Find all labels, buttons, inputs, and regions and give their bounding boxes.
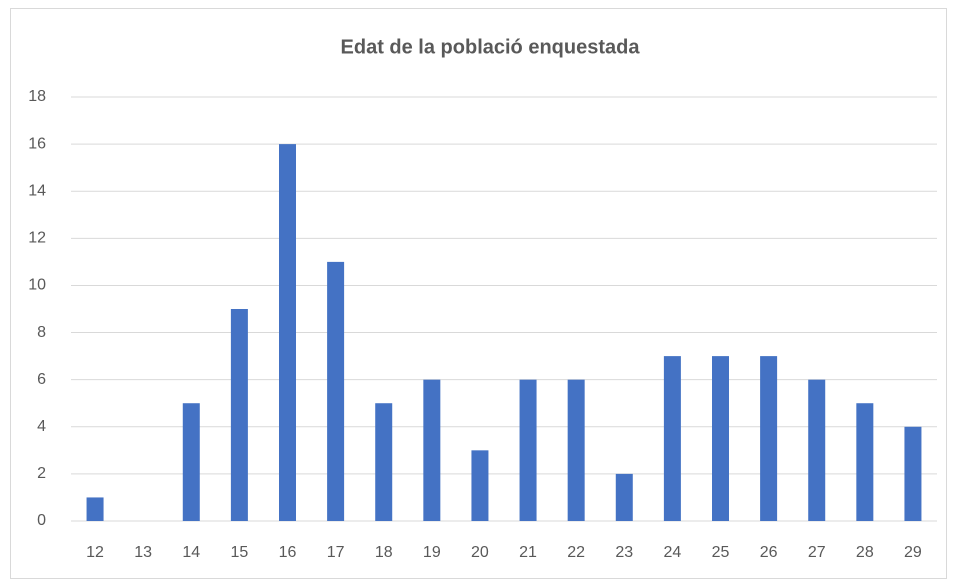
x-tick-label: 18: [375, 544, 393, 561]
bar: [230, 309, 248, 521]
x-tick-label: 15: [230, 544, 248, 561]
bar: [663, 356, 681, 521]
bar: [471, 450, 489, 521]
x-tick-label: 23: [615, 544, 633, 561]
x-tick-label: 12: [86, 544, 104, 561]
x-tick-label: 25: [712, 544, 730, 561]
bar: [904, 426, 922, 521]
y-tick-label: 0: [37, 512, 46, 529]
bar: [279, 144, 296, 521]
bar: [86, 497, 104, 521]
y-tick-label: 18: [28, 88, 46, 105]
x-tick-label: 26: [760, 544, 778, 561]
y-tick-label: 6: [37, 371, 46, 388]
x-tick-label: 20: [471, 544, 489, 561]
bar: [712, 356, 729, 521]
x-tick-label: 22: [567, 544, 585, 561]
x-tick-label: 29: [904, 544, 922, 561]
bar: [856, 403, 874, 521]
x-tick-label: 14: [182, 544, 200, 561]
x-tick-label: 27: [808, 544, 826, 561]
bar: [327, 261, 345, 521]
y-tick-label: 8: [37, 324, 46, 341]
bar: [760, 356, 778, 521]
y-tick-label: 12: [28, 230, 46, 247]
bar: [182, 403, 200, 521]
y-tick-label: 10: [28, 277, 46, 294]
y-tick-label: 4: [37, 418, 46, 435]
bar: [567, 379, 585, 521]
x-tick-label: 21: [519, 544, 537, 561]
y-tick-label: 16: [28, 135, 46, 152]
bar: [423, 379, 441, 521]
x-tick-label: 28: [856, 544, 874, 561]
x-tick-label: 16: [279, 544, 297, 561]
y-tick-label: 14: [28, 182, 46, 199]
y-tick-label: 2: [37, 465, 46, 482]
x-tick-label: 17: [327, 544, 345, 561]
bar: [615, 473, 633, 521]
x-tick-label: 24: [663, 544, 681, 561]
chart-title: Edat de la població enquestada: [341, 36, 641, 58]
bar: [808, 379, 826, 521]
x-tick-label: 19: [423, 544, 441, 561]
bar: [375, 403, 393, 521]
bar: [519, 379, 537, 521]
x-tick-label: 13: [134, 544, 152, 561]
